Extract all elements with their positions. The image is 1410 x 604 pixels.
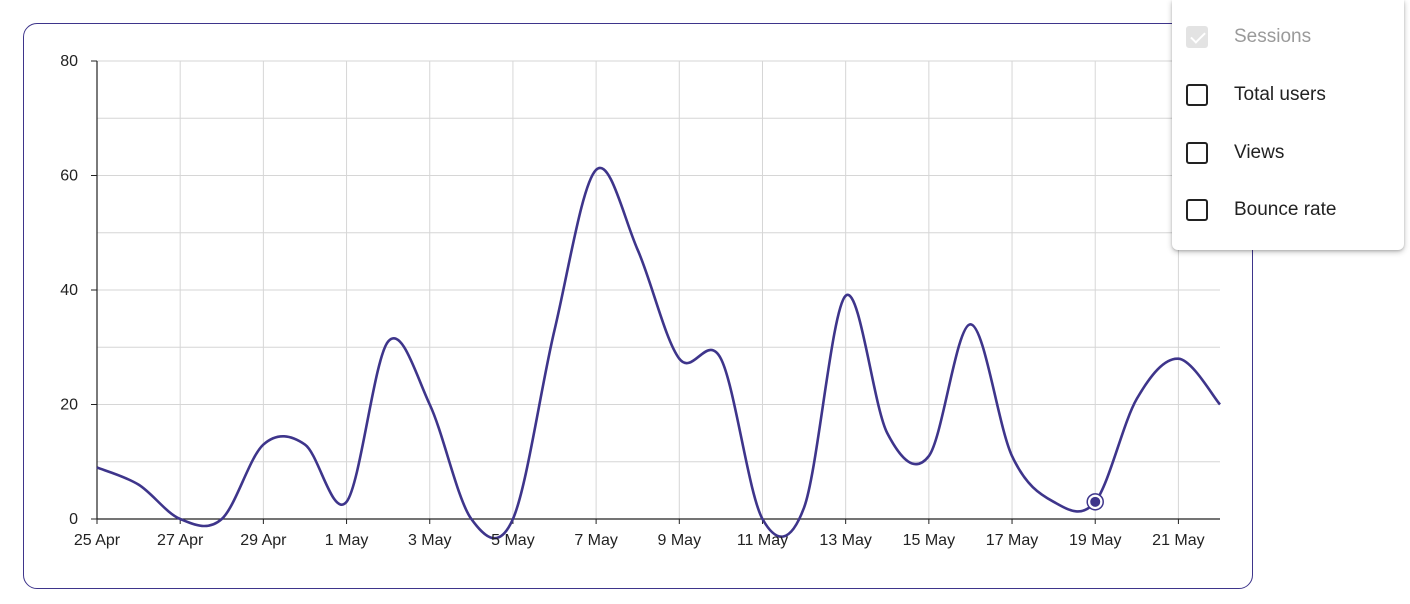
checkbox-checked-icon — [1186, 26, 1208, 48]
y-tick-label: 60 — [60, 168, 78, 185]
y-tick-label: 0 — [69, 511, 78, 528]
y-tick-label: 20 — [60, 397, 78, 414]
chart-card — [23, 23, 1253, 589]
y-tick-label: 40 — [60, 282, 78, 299]
grid-layer — [97, 60, 1220, 519]
axis-layer — [91, 60, 1220, 524]
legend-label: Sessions — [1234, 26, 1312, 47]
legend-label: Bounce rate — [1234, 199, 1337, 220]
x-tick-label: 25 Apr — [74, 532, 121, 549]
label-layer: 0 20 40 60 80 25 Apr 27 Apr 29 Apr 1 May 3 May 5 M… — [60, 53, 1204, 549]
x-tick-label: 19 May — [1069, 532, 1121, 549]
x-tick-label: 3 May — [408, 532, 452, 549]
x-tick-label: 15 May — [903, 532, 955, 549]
x-tick-label: 7 May — [574, 532, 618, 549]
legend-label: Total users — [1234, 84, 1326, 105]
checkbox-empty-icon[interactable] — [1186, 84, 1208, 106]
legend-item-total-users[interactable]: Total users — [1186, 75, 1396, 115]
checkbox-empty-icon[interactable] — [1186, 199, 1208, 221]
highlighted-point — [1090, 496, 1101, 507]
series-line-sessions — [96, 166, 1222, 540]
x-tick-label: 27 Apr — [157, 532, 204, 549]
legend-item-sessions[interactable]: Sessions — [1186, 17, 1396, 57]
x-tick-label: 9 May — [658, 532, 702, 549]
metric-legend-menu: Sessions Total users Views Bounce rate — [1172, 0, 1404, 250]
x-tick-label: 13 May — [819, 532, 871, 549]
x-tick-label: 21 May — [1152, 532, 1204, 549]
legend-item-views[interactable]: Views — [1186, 133, 1396, 173]
legend-item-bounce-rate[interactable]: Bounce rate — [1186, 190, 1396, 230]
legend-label: Views — [1234, 142, 1285, 163]
x-tick-label: 5 May — [491, 532, 535, 549]
x-tick-label: 17 May — [986, 532, 1038, 549]
checkbox-empty-icon[interactable] — [1186, 142, 1208, 164]
x-tick-label: 1 May — [325, 532, 369, 549]
y-tick-label: 80 — [60, 53, 78, 70]
x-tick-label: 29 Apr — [240, 532, 287, 549]
series-layer — [96, 166, 1222, 540]
x-tick-label: 11 May — [737, 532, 788, 549]
